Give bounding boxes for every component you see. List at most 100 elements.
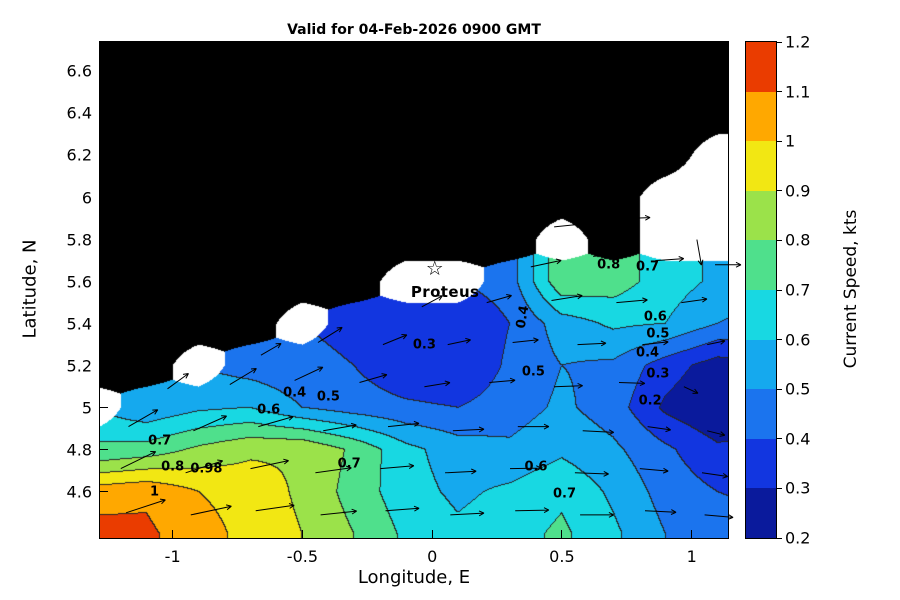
colorbar-tick <box>777 41 782 43</box>
current-arrow <box>512 337 539 344</box>
contour-label: 0.7 <box>337 456 361 472</box>
current-arrow <box>701 472 728 479</box>
current-arrow <box>250 458 289 470</box>
current-arrow <box>255 503 295 512</box>
current-arrow <box>380 463 415 470</box>
x-tick <box>561 530 563 538</box>
station-star-icon: ☆ <box>425 255 444 280</box>
y-tick-label: 4.8 <box>66 440 92 460</box>
current-arrow <box>554 221 583 228</box>
current-arrow <box>260 343 282 356</box>
current-arrow <box>229 368 257 386</box>
contour-label: 0.98 <box>190 461 223 477</box>
x-tick <box>431 530 433 538</box>
current-arrow <box>294 366 324 381</box>
y-tick-label: 6 <box>81 188 92 208</box>
current-arrow <box>387 420 420 428</box>
y-axis-label: Latitude, N <box>19 239 41 339</box>
contour-label: 0.3 <box>646 366 670 382</box>
current-arrow <box>574 470 609 477</box>
contour-label: 0.4 <box>636 345 660 361</box>
x-axis-label: Longitude, E <box>357 567 471 588</box>
contour-label: 0.2 <box>638 393 662 409</box>
current-arrow <box>125 498 166 514</box>
plot-area: 0.7 0.8 0.98 1 0.6 0.4 0.5 0.7 0.3 0.4 0.5 0.6 0.7 0.… <box>99 41 742 539</box>
current-arrow <box>128 409 159 428</box>
current-arrow <box>696 239 704 266</box>
current-arrow <box>323 422 357 432</box>
current-arrow <box>681 296 708 304</box>
colorbar-tick-label: 1 <box>785 131 796 151</box>
colorbar-tick-label: 0.2 <box>785 528 811 548</box>
colorbar-tick <box>777 438 782 440</box>
contour-label: 0.4 <box>283 385 307 401</box>
current-arrow <box>385 505 420 512</box>
x-tick <box>691 530 693 538</box>
y-tick-label: 5.6 <box>66 272 92 292</box>
contour-label: 0.3 <box>412 337 436 353</box>
x-tick <box>301 530 303 538</box>
colorbar-tick-label: 0.3 <box>785 478 811 498</box>
colorbar-tick-label: 0.7 <box>785 280 811 300</box>
current-arrow <box>190 504 232 516</box>
contour-label: 1 <box>149 484 160 500</box>
y-tick <box>100 281 108 283</box>
contour-label: 0.5 <box>521 364 545 380</box>
current-arrow <box>707 339 726 346</box>
y-tick <box>100 407 108 409</box>
current-arrow <box>704 514 734 520</box>
y-tick-label: 6.4 <box>66 103 92 123</box>
current-arrow <box>447 337 471 346</box>
colorbar-tick <box>777 140 782 142</box>
current-speed-field-canvas <box>100 42 728 538</box>
colorbar-tick-label: 0.6 <box>785 330 811 350</box>
y-tick <box>100 70 108 72</box>
contour-label: 0.6 <box>643 309 667 325</box>
colorbar-tick <box>777 487 782 489</box>
colorbar-band <box>746 141 776 191</box>
current-arrow <box>593 250 625 257</box>
colorbar-band <box>746 389 776 439</box>
colorbar-band <box>746 488 776 538</box>
current-arrow <box>616 297 648 304</box>
colorbar-tick <box>777 239 782 241</box>
y-tick-label: 5.8 <box>66 230 92 250</box>
current-arrow <box>424 380 451 388</box>
colorbar-tick-label: 0.5 <box>785 379 811 399</box>
current-arrow <box>167 373 189 390</box>
current-arrow <box>618 380 646 387</box>
colorbar-band <box>746 240 776 290</box>
current-arrow <box>315 465 352 474</box>
colorbar-tick <box>777 91 782 93</box>
current-arrow <box>551 293 583 301</box>
current-arrow <box>317 326 343 343</box>
x-tick-label: 0 <box>427 547 438 566</box>
colorbar-tick-label: 0.4 <box>785 429 811 449</box>
current-arrow <box>624 214 651 221</box>
y-tick-label: 5.4 <box>66 314 92 334</box>
y-tick-label: 4.6 <box>66 482 92 502</box>
current-arrow <box>517 423 550 430</box>
colorbar-tick-label: 0.9 <box>785 181 811 201</box>
colorbar-tick <box>777 388 782 390</box>
y-tick <box>100 449 108 451</box>
contour-label: 0.5 <box>646 326 670 342</box>
current-arrow <box>382 334 408 346</box>
current-arrow <box>715 261 742 268</box>
colorbar-band <box>746 91 776 142</box>
current-arrow <box>509 465 542 472</box>
y-tick-label: 6.6 <box>66 61 92 81</box>
current-arrow <box>421 295 443 308</box>
contour-label: 0.6 <box>524 459 548 475</box>
current-arrow <box>644 509 677 515</box>
colorbar-band <box>746 190 776 241</box>
colorbar-tick-label: 0.8 <box>785 230 811 250</box>
current-arrow <box>582 429 615 436</box>
current-arrow <box>683 386 699 394</box>
current-arrow <box>258 415 294 428</box>
colorbar-tick-label: 1.2 <box>785 32 811 52</box>
current-arrow <box>489 377 516 384</box>
y-tick <box>100 491 108 493</box>
current-arrow <box>359 373 388 383</box>
